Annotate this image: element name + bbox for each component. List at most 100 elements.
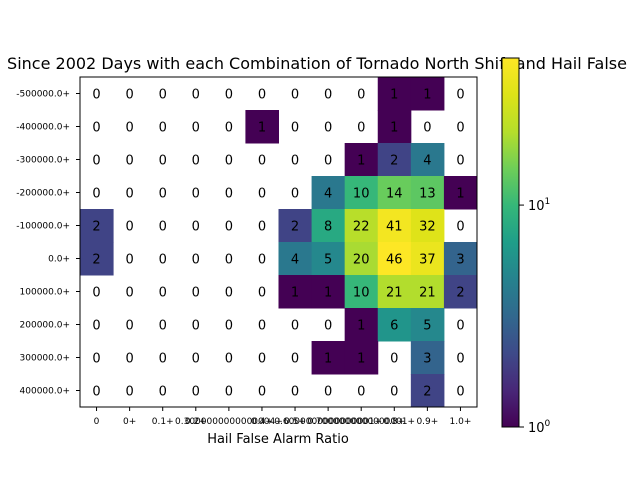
cell-value-label: 0 — [125, 220, 133, 235]
x-tick-label: 0.5+ — [284, 417, 306, 427]
heatmap-cell — [344, 143, 379, 177]
heatmap-cell — [80, 242, 114, 276]
heatmap-cell — [410, 77, 445, 111]
cell-value-label: 0 — [291, 121, 299, 136]
cell-value-label: 1 — [324, 352, 332, 367]
x-tick-label: 1.0+ — [450, 417, 472, 427]
cell-value-label: 0 — [192, 154, 200, 169]
cell-value-label: 0 — [125, 385, 133, 400]
plot-frame — [79, 76, 478, 408]
cell-value-label: 0 — [456, 319, 464, 334]
cell-value-label: 2 — [423, 385, 431, 400]
heatmap-cell — [344, 308, 379, 342]
heatmap-cell — [410, 341, 445, 375]
cell-value-label: 0 — [258, 385, 266, 400]
cell-value-label: 1 — [357, 154, 365, 169]
y-tick-label: 100000.0+ — [20, 288, 70, 298]
cell-value-label: 0 — [159, 187, 167, 202]
cell-value-label: 0 — [423, 121, 431, 136]
y-tick-label: 300000.0+ — [20, 354, 70, 364]
cell-value-label: 0 — [390, 352, 398, 367]
heatmap-cells — [80, 77, 478, 408]
cell-value-label: 1 — [258, 121, 266, 136]
cell-value-label: 20 — [353, 253, 370, 268]
heatmap-cell — [311, 242, 346, 276]
cell-value-label: 0 — [357, 385, 365, 400]
cell-value-label: 0 — [258, 319, 266, 334]
x-tick-label: 0.2+ — [185, 417, 207, 427]
cell-value-label: 32 — [419, 220, 436, 235]
cell-value-label: 0 — [192, 385, 200, 400]
cell-value-label: 6 — [390, 319, 398, 334]
heatmap-cell — [377, 308, 412, 342]
cell-value-label: 0 — [225, 121, 233, 136]
heatmap-cell — [410, 143, 445, 177]
cell-value-label: 0 — [258, 286, 266, 301]
cell-value-label: 0 — [456, 385, 464, 400]
cell-value-label: 2 — [92, 253, 100, 268]
heatmap-cell — [377, 275, 412, 309]
cell-value-label: 3 — [423, 352, 431, 367]
heatmap-cell — [278, 242, 313, 276]
y-tick-label: 400000.0+ — [20, 387, 70, 397]
heatmap-cell — [311, 176, 346, 210]
heatmap-cell — [377, 77, 412, 111]
colorbar-tick-label: 101 — [528, 197, 550, 214]
heatmap-cell — [410, 176, 445, 210]
cell-value-label: 0 — [225, 253, 233, 268]
cell-value-label: 0 — [225, 286, 233, 301]
cell-value-label: 0 — [192, 253, 200, 268]
cell-value-label: 0 — [291, 385, 299, 400]
cell-value-label: 0 — [159, 154, 167, 169]
y-axis-ticks: -500000.0+ -400000.0+ -300000.0+ -200000.0+… — [16, 90, 80, 397]
cell-value-label: 37 — [419, 253, 436, 268]
cell-value-label: 0 — [192, 286, 200, 301]
y-tick-label: -300000.0+ — [16, 156, 70, 166]
cell-value-label: 0 — [225, 385, 233, 400]
cell-value-label: 1 — [357, 352, 365, 367]
cell-value-label: 0 — [258, 253, 266, 268]
cell-value-label: 21 — [419, 286, 436, 301]
x-tick-label: 0.6000000000000001+ — [274, 417, 382, 427]
cell-value-label: 0 — [291, 88, 299, 103]
cell-value-label: 14 — [386, 187, 403, 202]
heatmap-cell — [443, 176, 478, 210]
x-axis-label: Hail False Alarm Ratio — [207, 432, 349, 447]
cell-value-label: 1 — [456, 187, 464, 202]
heatmap-cell — [278, 209, 313, 243]
heatmap-cell — [344, 176, 379, 210]
cell-value-label: 0 — [92, 88, 100, 103]
cell-value-label: 0 — [159, 253, 167, 268]
heatmap-cell — [344, 341, 379, 375]
cell-value-label: 0 — [125, 253, 133, 268]
heatmap-cell — [311, 209, 346, 243]
cell-value-label: 22 — [353, 220, 370, 235]
cell-value-label: 0 — [225, 319, 233, 334]
heatmap-cell-labels: 0 0 0 0 0 0 0 0 0 1 1 0 0 0 0 0 0 1 0 0 0 1 0 0 0 0 0 0 0 0 0 0 1 2 4 0 0 0 0 0… — [92, 88, 464, 400]
cell-value-label: 0 — [125, 154, 133, 169]
heatmap-cell — [344, 275, 379, 309]
cell-value-label: 5 — [324, 253, 332, 268]
x-tick-label: 0.7000000000000001+ — [307, 417, 415, 427]
cell-value-label: 0 — [456, 121, 464, 136]
cell-value-label: 0 — [258, 352, 266, 367]
colorbar-tick-label: 100 — [528, 419, 551, 436]
chart-title: Since 2002 Days with each Combination of… — [7, 54, 627, 73]
cell-value-label: 0 — [225, 220, 233, 235]
cell-value-label: 0 — [92, 121, 100, 136]
cell-value-label: 0 — [357, 121, 365, 136]
cell-value-label: 0 — [258, 220, 266, 235]
heatmap-cell — [443, 242, 478, 276]
x-axis-ticks: 0 0+ 0.1+ 0.2+0.3000000000000004+0.4+ 0.5+0.… — [94, 407, 472, 427]
cell-value-label: 0 — [159, 121, 167, 136]
cell-value-label: 0 — [291, 154, 299, 169]
cell-value-label: 0 — [192, 88, 200, 103]
heatmap-cell — [377, 176, 412, 210]
cell-value-label: 0 — [125, 187, 133, 202]
cell-value-label: 0 — [159, 220, 167, 235]
cell-value-label: 4 — [423, 154, 431, 169]
heatmap-cell — [410, 242, 445, 276]
cell-value-label: 1 — [390, 88, 398, 103]
heatmap-cell — [377, 143, 412, 177]
